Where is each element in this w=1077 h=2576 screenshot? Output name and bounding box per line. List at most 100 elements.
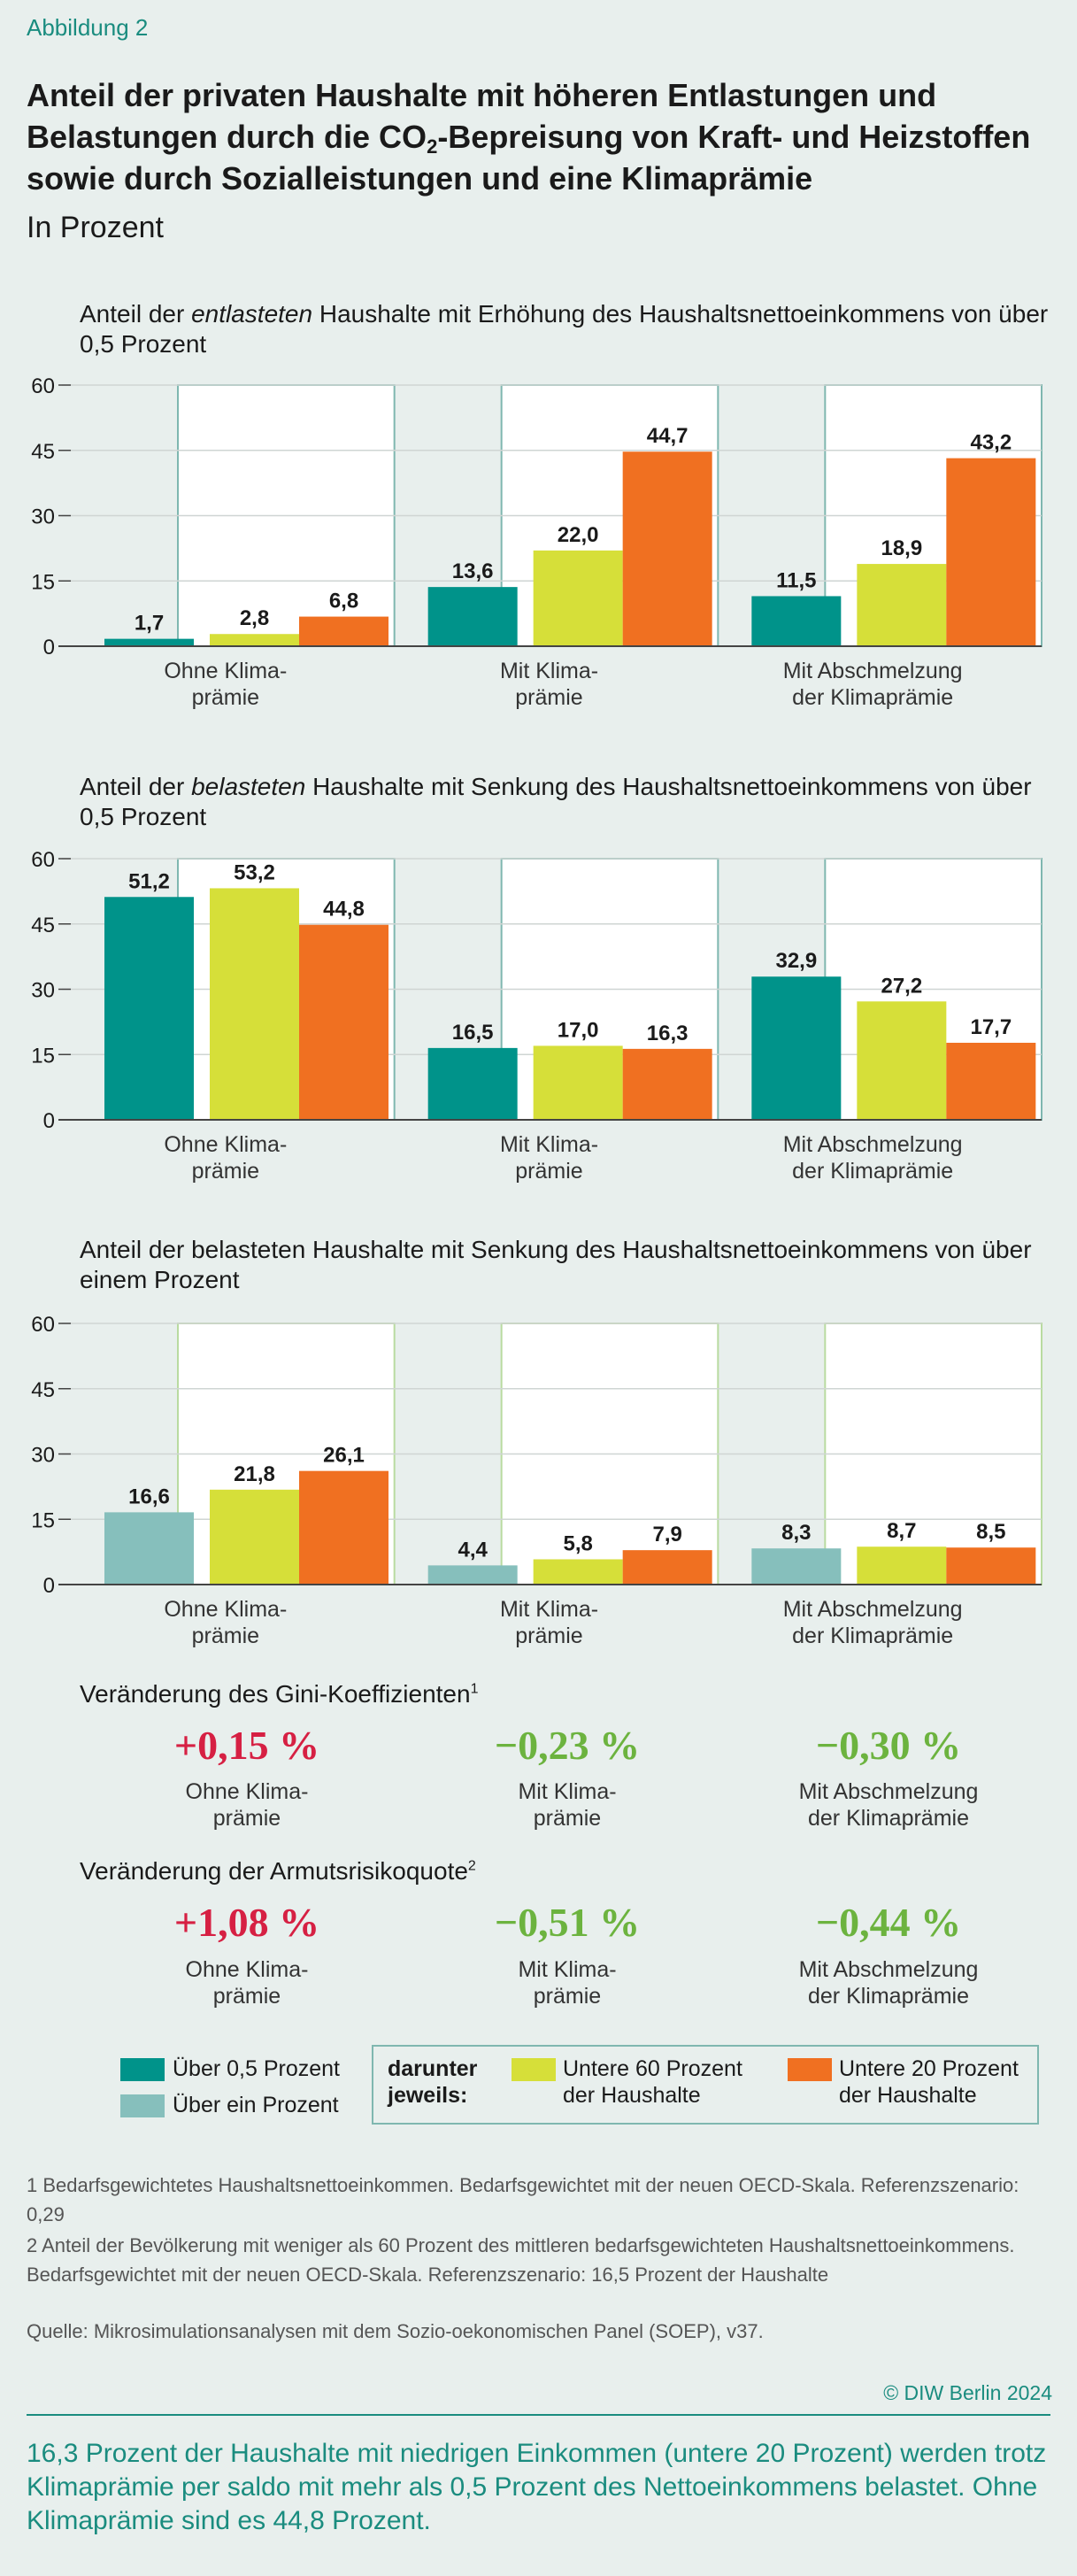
source-note: Quelle: Mikrosimulationsanalysen mit dem… [27,2320,764,2342]
poverty-value-mit: −0,51 % [494,1900,641,1945]
gini-value-abschmelzung: −0,30 % [815,1723,962,1768]
category-label: Mit Klima- [500,1597,598,1622]
category-label: Mit Klima- [500,659,598,683]
gini-footnote-ref: 1 [470,1681,479,1697]
legend-label-over-one: Über ein Prozent [173,2093,339,2117]
category-label: Ohne Klima- [164,1132,287,1157]
panel-2-title-a: Anteil der [80,773,192,800]
bar-value-label: 7,9 [652,1523,681,1546]
bar [210,1489,299,1585]
footnote-2: 2 Anteil der Bevölkerung mit weniger als… [27,2234,1015,2286]
category-label: prämie [192,1623,259,1648]
category-label: prämie [515,685,582,710]
y-tick-label: 15 [31,570,55,594]
legend-lower60-2: der Haushalte [563,2083,701,2108]
category-label: prämie [192,685,259,710]
panel-2-title-b: Haushalte mit Senkung des Haushaltsnetto… [80,773,1032,830]
legend-darunter: darunter jeweils: [388,2055,477,2109]
bar-value-label: 17,7 [970,1015,1012,1039]
bar-value-label: 44,7 [647,424,689,448]
bar-value-label: 4,4 [458,1538,488,1562]
bar-value-label: 2,8 [240,606,269,630]
y-tick-label: 30 [31,505,55,529]
bar [299,1470,388,1585]
category-label: prämie [515,1159,582,1184]
gini-label-mit-2: prämie [533,1806,602,1831]
bar [427,1565,518,1585]
bar [751,976,842,1120]
bar [104,1512,194,1585]
poverty-label-ohne: Ohne Klima-prämie [70,1956,424,2009]
bar-value-label: 51,2 [128,869,170,893]
poverty-label-abs-2: der Klimaprämie [807,1984,969,2009]
title-subscript: 2 [427,135,438,158]
category-label: der Klimaprämie [792,685,953,710]
poverty-label-ohne-2: prämie [212,1984,281,2009]
panel-1-title-a: Anteil der [80,300,192,328]
category-label: Mit Abschmelzung [783,1597,963,1622]
bar-value-label: 44,8 [323,898,365,922]
summary-text: 16,3 Prozent der Haushalte mit niedrigen… [27,2439,1047,2535]
poverty-label-mit-2: prämie [533,1984,602,2009]
legend-lower60-1: Untere 60 Prozent [563,2056,742,2081]
bar-value-label: 21,8 [234,1462,275,1486]
bar [427,1047,518,1120]
gini-label-abschmelzung: Mit Abschmelzung der Klimaprämie [712,1778,1065,1832]
bar [533,1045,623,1120]
y-tick-label: 0 [43,1109,55,1133]
y-tick-label: 60 [31,374,55,398]
bar [751,1548,842,1585]
bar [427,587,518,646]
bar-value-label: 17,0 [558,1018,599,1042]
category-label: Mit Abschmelzung [783,1132,963,1157]
bar-value-label: 16,6 [128,1485,170,1508]
y-tick-label: 30 [31,1444,55,1468]
bar-value-label: 26,1 [323,1444,365,1468]
legend-label-lower60: Untere 60 Prozent der Haushalte [563,2055,742,2109]
bar [622,1550,712,1585]
bar [622,1048,712,1120]
y-tick-label: 15 [31,1508,55,1532]
poverty-title: Veränderung der Armutsrisikoquote2 [80,1857,476,1886]
legend-darunter-2: jeweils: [388,2083,468,2108]
gini-label-mit: Mit Klima-prämie [390,1778,744,1832]
category-label: Mit Abschmelzung [783,659,963,683]
bar-value-label: 27,2 [881,974,922,998]
y-tick-label: 30 [31,979,55,1003]
bar [299,924,388,1120]
panel-1-title: Anteil der entlasteten Haushalte mit Erh… [80,299,1071,359]
footnote-1: 1 Bedarfsgewichtetes Haushaltsnettoeinko… [27,2174,1019,2225]
y-tick-label: 45 [31,914,55,937]
gini-value-mit: −0,23 % [494,1723,641,1768]
bar [857,1546,947,1585]
bar [533,1559,623,1585]
title-part-2: -Bepreisung von Kraft- und Heizstoffen s… [27,119,1031,197]
bar-value-label: 22,0 [558,523,599,547]
figure-title: Anteil der privaten Haushalte mit höhere… [27,74,1062,199]
bar-value-label: 43,2 [970,431,1012,455]
y-tick-label: 15 [31,1044,55,1068]
panel-2-title-em: belasteten [191,773,306,800]
poverty-label-ohne-1: Ohne Klima- [185,1957,309,1982]
poverty-label-abschmelzung: Mit Abschmelzung der Klimaprämie [712,1956,1065,2009]
gini-value-ohne: +0,15 % [173,1723,320,1768]
bar-value-label: 1,7 [135,612,164,636]
bar-value-label: 16,3 [647,1022,689,1045]
category-label: der Klimaprämie [792,1159,953,1184]
poverty-value-ohne: +1,08 % [173,1900,320,1945]
bar [946,458,1036,646]
y-tick-label: 0 [43,1574,55,1598]
bar-value-label: 13,6 [452,559,494,583]
panel-2-title: Anteil der belasteten Haushalte mit Senk… [80,772,1071,832]
bar [299,616,388,646]
category-label: prämie [515,1623,582,1648]
category-label: Ohne Klima- [164,1597,287,1622]
poverty-value-abschmelzung: −0,44 % [815,1900,962,1945]
chart-belastete-1: 0 15 30 45 60 16,6 21,8 26,1 Ohne Klima-prämie 4,… [31,1313,1042,1648]
gini-label-mit-1: Mit Klima- [518,1779,617,1804]
panel-3-title-a: Anteil der belasteten Haushalte mit Senk… [80,1236,1032,1293]
poverty-label-mit-1: Mit Klima- [518,1957,617,1982]
bar-value-label: 11,5 [776,568,816,592]
bar-value-label: 5,8 [563,1531,592,1555]
category-label: prämie [192,1159,259,1184]
